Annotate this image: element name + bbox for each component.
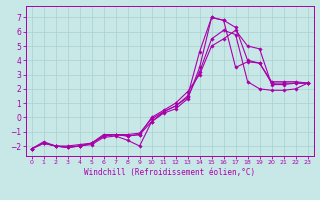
X-axis label: Windchill (Refroidissement éolien,°C): Windchill (Refroidissement éolien,°C) [84, 168, 255, 177]
